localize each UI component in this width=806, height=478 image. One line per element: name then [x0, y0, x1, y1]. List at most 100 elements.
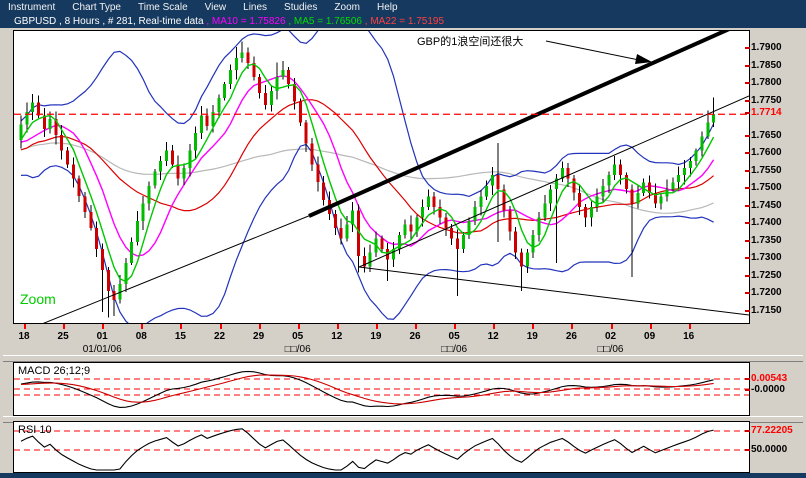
symbol-info: GBPUSD , 8 Hours , # 281, Real-time data [14, 15, 207, 27]
macd-line [20, 370, 714, 408]
rsi-canvas[interactable] [14, 422, 749, 472]
price-axis-label: 1.7650 [751, 129, 782, 141]
time-axis-tick [141, 324, 144, 329]
candle-body [659, 196, 663, 204]
time-axis-month-label: □□/06 [597, 344, 624, 355]
macd-panel-label: MACD 26;12;9 [18, 365, 91, 377]
menu-item-instrument[interactable]: Instrument [8, 1, 56, 13]
price-axis-tick [745, 187, 750, 190]
candle-body [48, 119, 52, 129]
macd-value-label: 0.00543 [751, 373, 788, 384]
candle-body [42, 115, 46, 129]
candle-body [648, 182, 652, 193]
candle-body [694, 150, 698, 162]
candle-body [37, 102, 40, 116]
candle-body [520, 252, 523, 267]
ma22-readout: , MA22 = 1.75195 [364, 15, 445, 27]
time-axis-label: 12 [487, 331, 499, 342]
candle-body [95, 227, 99, 249]
menu-item-zoom[interactable]: Zoom [334, 1, 360, 13]
candle-body [403, 224, 407, 235]
time-axis-tick [571, 324, 574, 329]
candle-body [135, 220, 139, 242]
trendline-3 [358, 266, 749, 316]
menu-item-studies[interactable]: Studies [284, 1, 318, 13]
rsi-value-label: 77.22205 [751, 425, 793, 436]
candle-body [199, 115, 203, 134]
time-axis-tick [649, 324, 652, 329]
candle-body [619, 164, 622, 176]
candle-body [258, 77, 262, 93]
price-axis-tick [745, 222, 750, 225]
candle-body [83, 196, 87, 213]
candle-body [624, 175, 628, 190]
thick-trendline [308, 31, 730, 218]
price-axis-tick [745, 47, 750, 49]
menu-item-lines[interactable]: Lines [243, 1, 268, 13]
candle-body [124, 262, 128, 284]
indicator-axis-tick [745, 378, 750, 380]
candle-body [537, 217, 541, 235]
candle-body [671, 182, 675, 190]
price-axis-tick [745, 99, 750, 102]
trendline-0 [43, 212, 317, 323]
trendline-2 [358, 95, 749, 268]
candle-body [653, 192, 657, 204]
price-axis-label: 1.7850 [751, 59, 782, 71]
candle-body [607, 175, 611, 186]
time-axis-tick [532, 324, 535, 329]
candle-body [456, 238, 459, 249]
candle-body [293, 84, 296, 102]
menu-item-chart-type[interactable]: Chart Type [72, 1, 121, 13]
time-axis-tick [415, 324, 417, 329]
time-axis-label: 02 [604, 331, 617, 342]
candle-body [642, 182, 646, 193]
candle-body [345, 224, 349, 239]
candle-body [147, 185, 151, 204]
indicator-axis-tick [745, 449, 750, 451]
candle-body [351, 210, 355, 225]
ma22-line [20, 99, 714, 234]
time-axis-month-label: □□/06 [441, 344, 468, 355]
main-price-chart[interactable]: Zoom GBP的1浪空间还很大 [13, 30, 750, 324]
menu-item-help[interactable]: Help [376, 1, 398, 13]
candle-body [677, 175, 681, 183]
price-axis-label: 1.7400 [751, 217, 782, 229]
candle-body [269, 91, 273, 106]
macd-panel[interactable]: MACD 26;12;9 [13, 362, 750, 416]
price-axis-tick [745, 134, 750, 137]
candle-body [252, 63, 256, 77]
candle-body [246, 52, 250, 63]
time-axis-label: 26 [409, 331, 421, 342]
time-axis-tick [610, 324, 613, 329]
time-axis-tick [24, 324, 26, 329]
macd-canvas[interactable] [14, 363, 749, 415]
rsi-panel[interactable]: RSI 10 [13, 421, 750, 473]
candle-body [310, 143, 314, 165]
candle-body [339, 227, 343, 239]
candle-body [281, 70, 285, 77]
menu-bar: Instrument Chart Type Time Scale View Lines S… [0, 0, 806, 14]
candlestick-canvas[interactable] [14, 31, 749, 323]
time-axis-label: 05 [292, 331, 304, 342]
candle-body [380, 238, 384, 249]
ma10-readout: , MA10 = 1.75826 [206, 15, 289, 27]
time-axis-label: 01 [96, 331, 108, 342]
price-axis-tick [745, 310, 750, 312]
price-axis-label: 1.7250 [751, 269, 782, 281]
price-axis-label: 1.7900 [751, 42, 782, 53]
time-axis-label: 12 [331, 331, 343, 342]
price-axis-tick [745, 257, 750, 260]
candle-body [636, 192, 640, 204]
price-axis-label: 1.7600 [751, 147, 782, 159]
menu-item-time-scale[interactable]: Time Scale [137, 1, 188, 13]
candle-body [415, 217, 419, 232]
bollinger-lower-band [20, 143, 714, 323]
bollinger-upper-band [20, 31, 715, 198]
candle-body [368, 252, 372, 267]
candle-body [508, 210, 512, 232]
menu-item-view[interactable]: View [204, 1, 227, 13]
candle-body [473, 206, 477, 221]
candle-body [54, 119, 58, 135]
panel-splitter-top[interactable] [3, 355, 803, 362]
